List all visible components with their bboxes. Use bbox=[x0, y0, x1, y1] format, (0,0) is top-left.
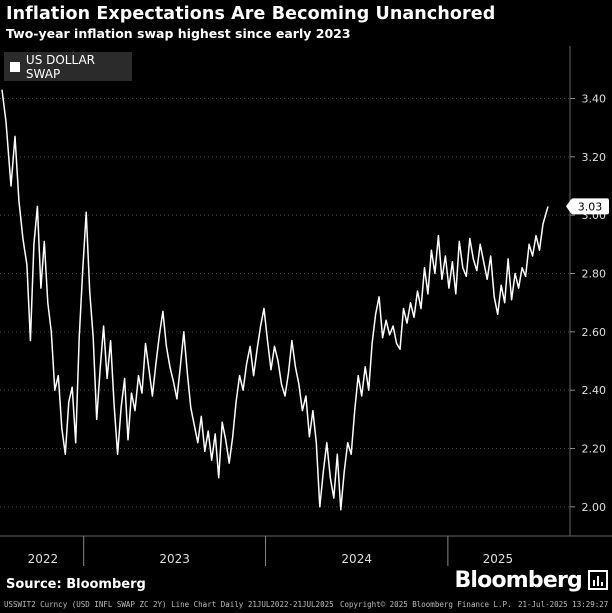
y-tick-label: 2.00 bbox=[582, 501, 607, 514]
last-value-pointer bbox=[566, 199, 571, 214]
gridlines bbox=[0, 98, 570, 508]
chart-subtitle: Two-year inflation swap highest since ea… bbox=[6, 26, 351, 41]
x-axis: 2022 2023 2024 2025 bbox=[0, 535, 612, 566]
x-tick-label: 2022 bbox=[28, 552, 59, 566]
chart-title: Inflation Expectations Are Becoming Unan… bbox=[6, 4, 496, 24]
series-line-us-dollar-swap bbox=[1, 89, 549, 511]
y-tick-label: 3.40 bbox=[582, 93, 607, 106]
y-tick-label: 2.60 bbox=[582, 326, 607, 339]
x-tick-label: 2024 bbox=[341, 552, 372, 566]
source-note: Source: Bloomberg bbox=[6, 577, 146, 592]
last-value-text: 3.03 bbox=[578, 200, 603, 213]
footer-copyright: Copyright© 2025 Bloomberg Finance L.P. bbox=[340, 600, 512, 609]
y-tick-label: 3.20 bbox=[582, 151, 607, 164]
last-value-box bbox=[571, 198, 609, 215]
bar-chart-icon bbox=[588, 570, 608, 590]
y-tick-label: 2.40 bbox=[582, 384, 607, 397]
x-tick-label: 2025 bbox=[483, 552, 514, 566]
brand-logo: Bloomberg bbox=[454, 568, 582, 593]
y-tick-label: 2.80 bbox=[582, 268, 607, 281]
y-tick-label: 2.20 bbox=[582, 443, 607, 456]
legend-swatch bbox=[10, 61, 20, 72]
x-tick-label: 2023 bbox=[159, 552, 190, 566]
legend-label: US DOLLAR SWAP bbox=[25, 52, 95, 81]
y-axis: 2.002.202.402.602.803.003.203.40 bbox=[569, 46, 607, 536]
legend: US DOLLAR SWAP bbox=[4, 52, 132, 81]
footer-timestamp: 21-Jul-2025 13:29:27 bbox=[518, 600, 609, 609]
last-value-label: 3.03 bbox=[566, 198, 609, 215]
footer-ticker: USSWIT2 Curncy (USD INFL SWAP ZC 2Y) Lin… bbox=[4, 600, 334, 609]
